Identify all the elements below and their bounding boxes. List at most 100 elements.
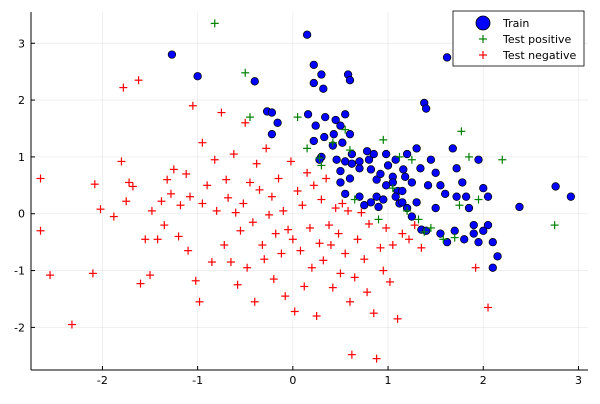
train-point (464, 203, 474, 213)
test-positive-point (420, 227, 429, 236)
train-point (412, 198, 421, 207)
test-negative-point (198, 138, 207, 147)
train-point (372, 175, 381, 184)
train-point (309, 136, 318, 146)
x-tick-label: 1 (385, 374, 392, 387)
test-negative-point (136, 279, 145, 288)
test-negative-point (186, 192, 195, 201)
test-negative-point (336, 269, 345, 278)
test-positive-point (374, 215, 383, 224)
train-point (321, 112, 330, 122)
train-point (302, 30, 312, 39)
train-point (426, 155, 436, 164)
test-negative-point (46, 271, 55, 280)
test-negative-point (279, 206, 288, 215)
test-negative-point (226, 258, 235, 267)
train-point (347, 149, 357, 159)
test-positive-point (245, 113, 254, 122)
train-point (267, 108, 277, 117)
train-point (399, 165, 408, 174)
test-positive-point (315, 154, 324, 163)
train-point (416, 164, 425, 173)
test-positive-point (498, 155, 507, 164)
train-point (398, 186, 407, 196)
train-point (309, 78, 318, 88)
test-negative-point (90, 180, 99, 189)
train-point (448, 144, 457, 153)
test-negative-point (236, 226, 245, 235)
train-point (402, 149, 412, 159)
test-negative-point (157, 197, 166, 206)
train-point (383, 161, 393, 170)
test-negative-point (309, 181, 318, 190)
x-tick-label: -1 (192, 374, 203, 387)
test-negative-point (245, 178, 254, 187)
train-point (331, 115, 340, 125)
train-point (193, 72, 202, 81)
test-negative-point (334, 229, 343, 238)
test-negative-point (233, 280, 242, 289)
test-negative-point (146, 271, 155, 280)
test-negative-point (220, 240, 229, 249)
test-negative-point (176, 201, 185, 210)
test-negative-point (344, 206, 353, 215)
train-point (493, 252, 502, 261)
test-negative-point (229, 150, 238, 159)
train-point (341, 189, 350, 198)
test-negative-point (286, 157, 295, 166)
train-point (379, 195, 388, 204)
train-point (483, 220, 493, 230)
train-point (338, 138, 347, 147)
train-point (336, 121, 345, 130)
test-negative-point (345, 297, 354, 306)
test-negative-point (217, 108, 226, 117)
train-point (374, 202, 383, 212)
test-negative-point (207, 258, 216, 267)
axes (30, 12, 588, 371)
test-negative-point (255, 185, 264, 194)
train-point (364, 155, 374, 164)
train-point (407, 178, 417, 187)
test-negative-point (300, 282, 309, 291)
train-point (479, 184, 488, 193)
train-point (566, 192, 576, 201)
y-tick-label: 1 (18, 151, 25, 164)
test-negative-point (267, 192, 276, 201)
train-point (401, 172, 410, 181)
test-negative-point (338, 199, 347, 208)
test-negative-point (347, 350, 356, 359)
test-negative-point (117, 157, 126, 166)
train-point (345, 130, 355, 139)
train-point (341, 110, 350, 119)
train-point (407, 212, 417, 221)
test-positive-point (241, 68, 250, 77)
test-negative-point (191, 276, 200, 285)
y-tick-label: -2 (14, 321, 25, 334)
train-point (423, 181, 433, 190)
test-negative-point (317, 195, 326, 204)
test-negative-point (258, 240, 267, 249)
test-negative-point (357, 208, 366, 217)
legend-label: Train (502, 17, 529, 30)
train-point (311, 121, 320, 130)
test-negative-point (88, 269, 97, 278)
grid-lines (31, 12, 588, 370)
test-negative-point (125, 178, 134, 187)
train-point (398, 198, 407, 207)
test-negative-point (153, 235, 162, 244)
y-tick-label: 0 (18, 208, 25, 221)
test-negative-point (284, 225, 293, 234)
train-point (366, 165, 376, 174)
test-negative-point (128, 182, 137, 191)
test-negative-point (262, 144, 271, 153)
train-point (450, 226, 459, 235)
test-negative-point (296, 246, 305, 255)
test-negative-point (277, 249, 286, 258)
x-tick-label: 2 (480, 374, 487, 387)
test-positive-point (407, 155, 416, 164)
legend-test-negative-marker (479, 51, 487, 59)
train-point (317, 70, 326, 79)
